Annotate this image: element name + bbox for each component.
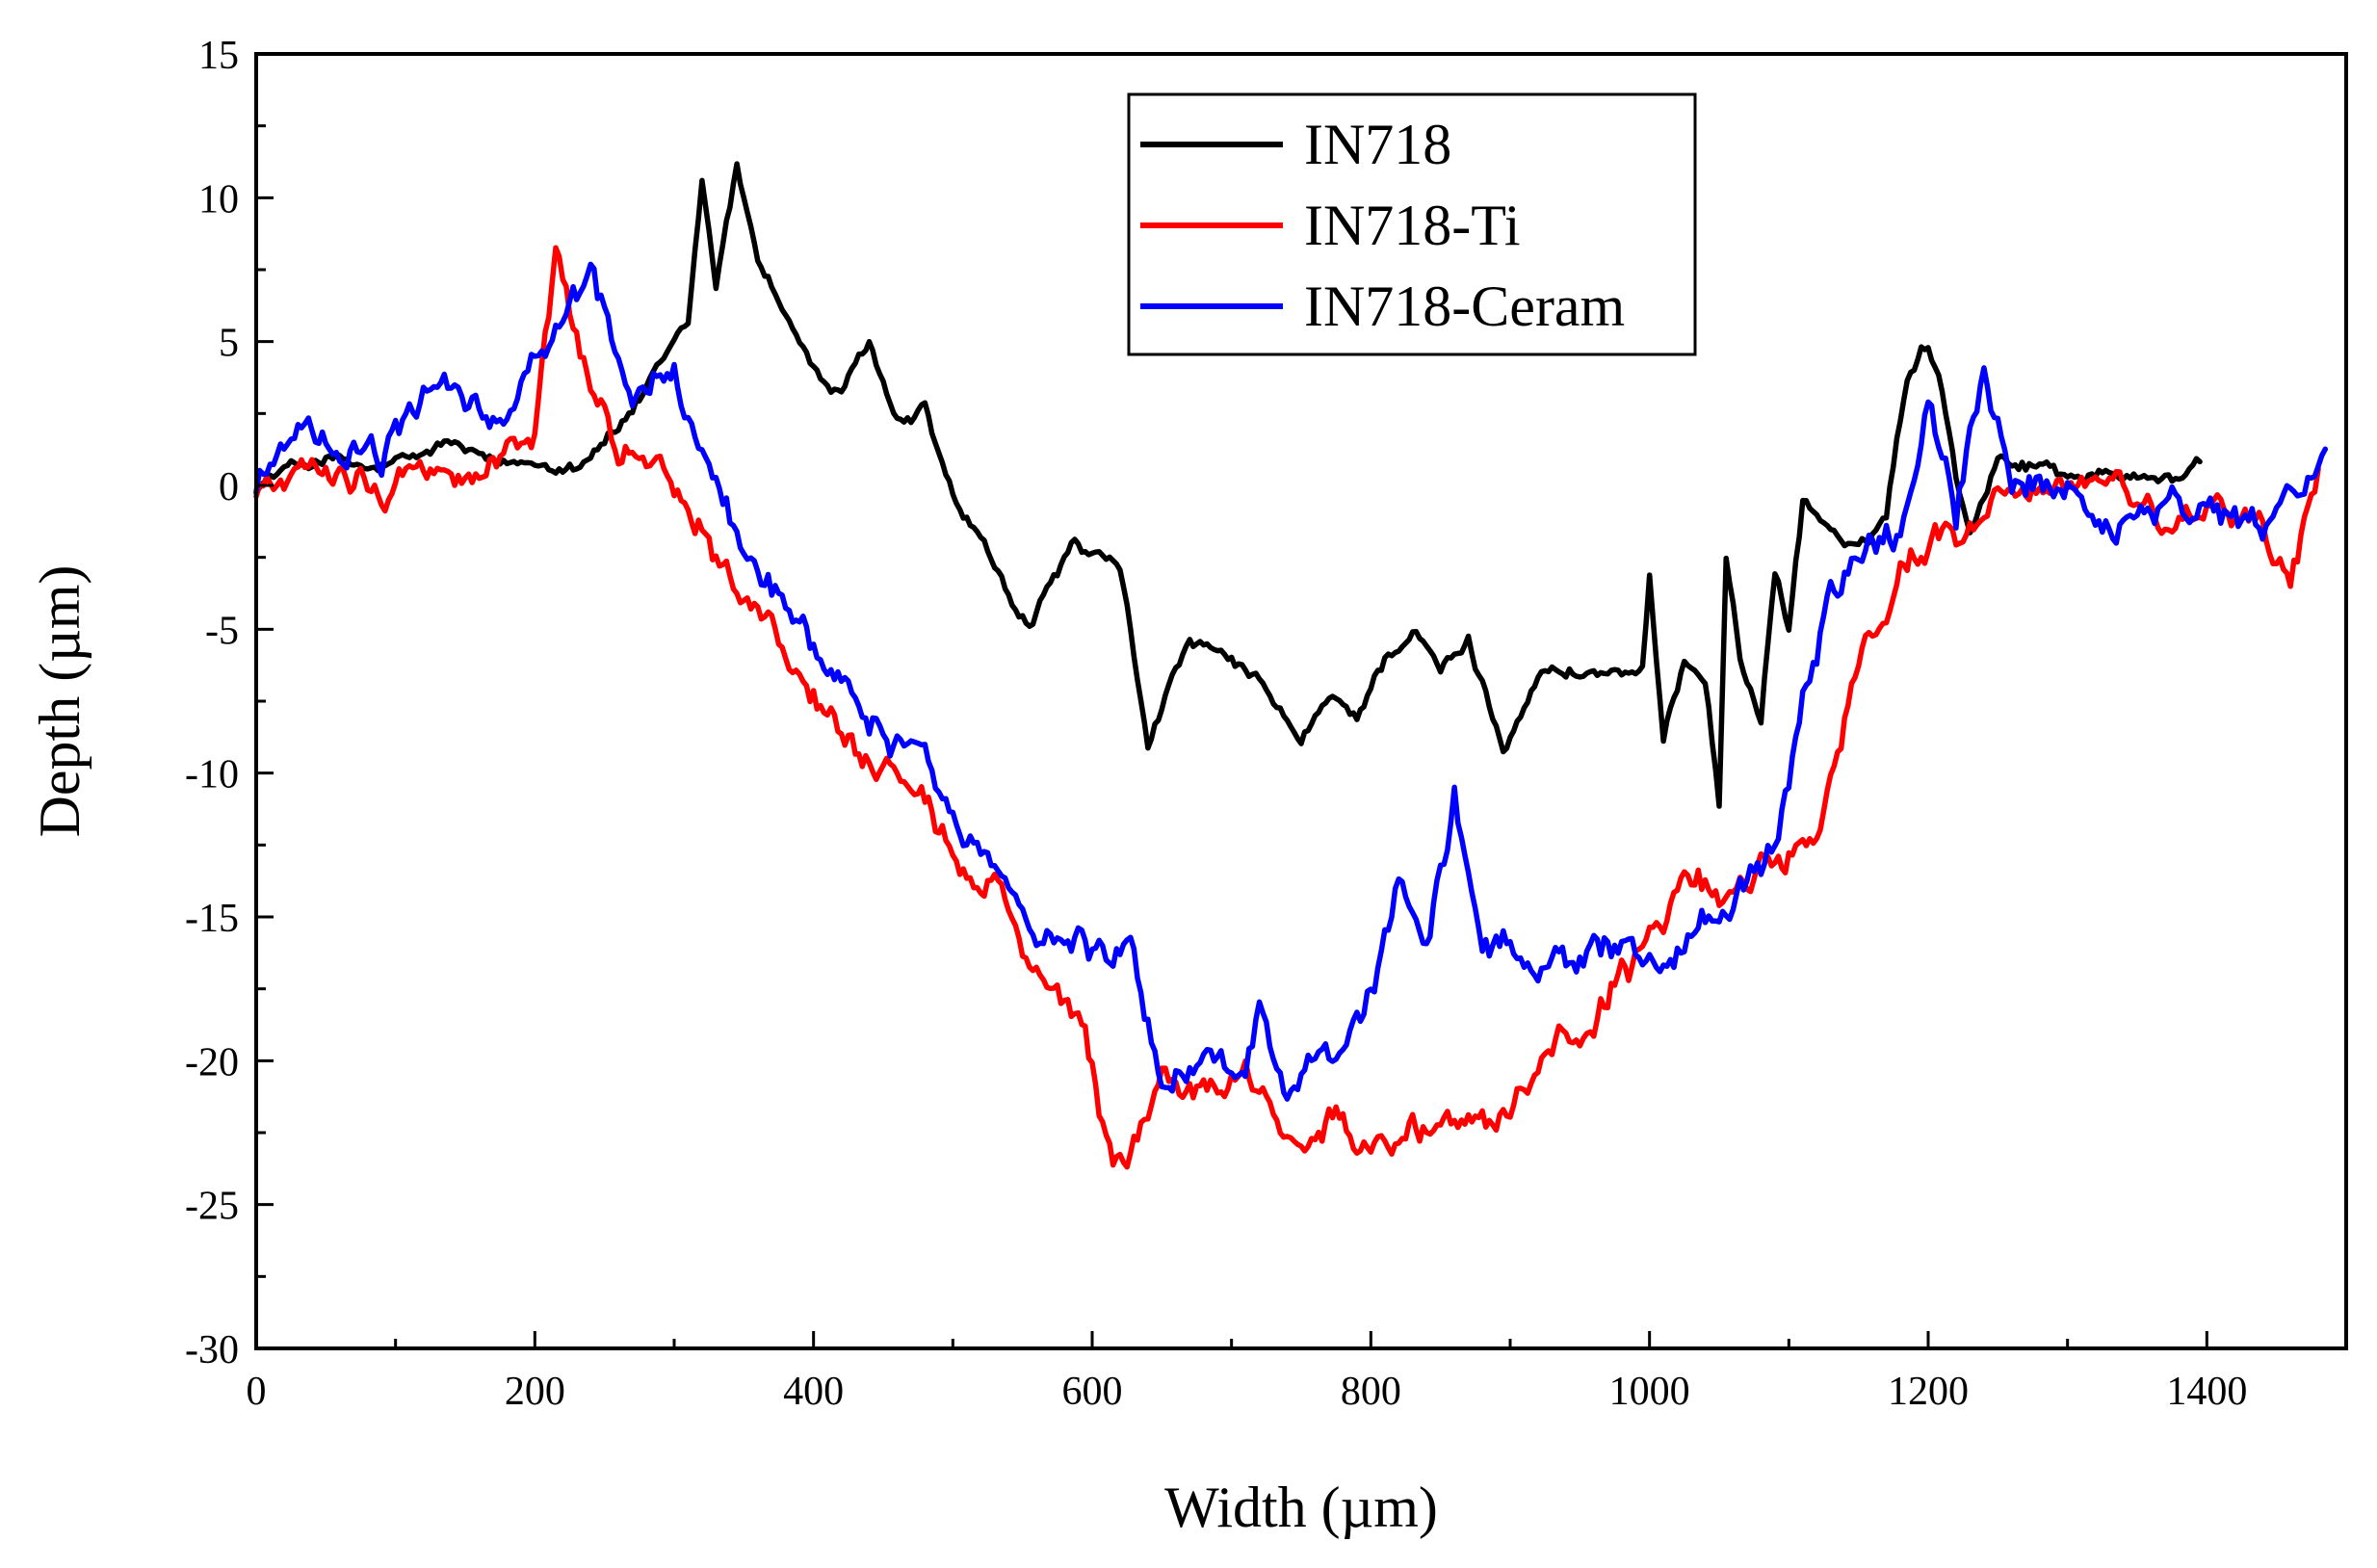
tick-layer: 0 200 400 600 800 1000 1200 1400 15 10 5 0 -5 -10 -15 -… (185, 34, 2348, 1414)
y-tick-label: 0 (219, 465, 239, 510)
y-tick-label: -5 (205, 609, 239, 653)
series-layer (253, 161, 2329, 1170)
x-tick-label: 1400 (2166, 1370, 2247, 1414)
legend-label: IN718-Ceram (1304, 274, 1625, 338)
x-tick-label: 800 (1341, 1370, 1401, 1414)
legend-label: IN718 (1304, 113, 1451, 176)
y-tick-label: 15 (198, 34, 239, 78)
x-tick-label: 0 (247, 1370, 267, 1414)
y-tick-label: -15 (185, 897, 239, 941)
y-tick-label: -25 (185, 1185, 239, 1229)
x-axis-title: Width (µm) (1164, 1476, 1438, 1539)
x-tick-label: 400 (783, 1370, 844, 1414)
x-tick-label: 1000 (1609, 1370, 1690, 1414)
x-tick-label: 200 (505, 1370, 565, 1414)
y-tick-label: 5 (219, 322, 239, 366)
x-tick-label: 1200 (1888, 1370, 1969, 1414)
series-line-in718-ti (253, 245, 2321, 1170)
series-line-in718-ceram (253, 261, 2329, 1102)
y-tick-label: -30 (185, 1328, 239, 1372)
y-tick-label: -10 (185, 753, 239, 797)
legend-label: IN718-Ti (1304, 194, 1521, 257)
series-line-in718 (253, 161, 2203, 809)
x-tick-label: 600 (1062, 1370, 1123, 1414)
y-tick-label: 10 (198, 177, 239, 222)
y-axis-title: Depth (µm) (28, 565, 91, 838)
y-tick-label: -20 (185, 1040, 239, 1085)
legend: IN718 IN718-Ti IN718-Ceram (1127, 92, 1697, 356)
